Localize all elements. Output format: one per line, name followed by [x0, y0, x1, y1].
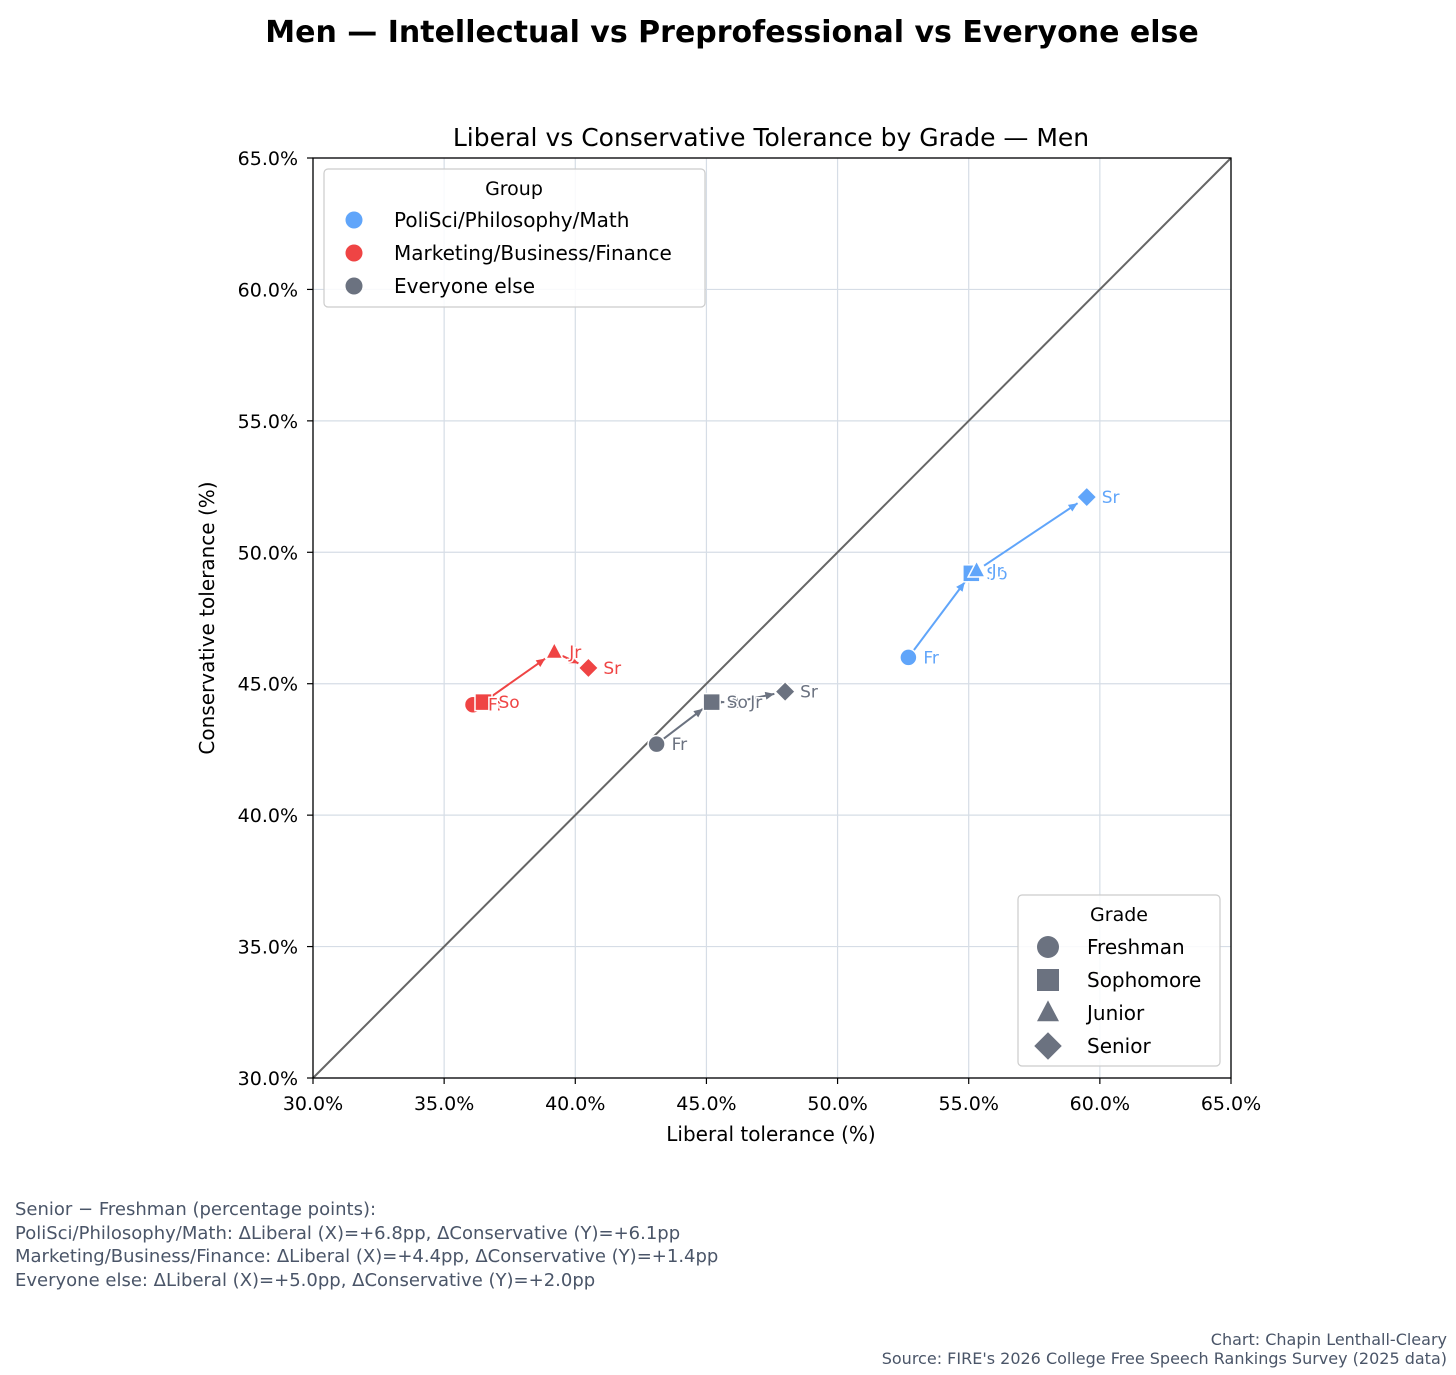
footnote-line-preprofessional: Marketing/Business/Finance: ΔLiberal (X)…: [15, 1246, 719, 1268]
legend-group-swatch-everyone_else: [345, 277, 363, 295]
point-label-intellectual-jr: Jr: [991, 562, 1004, 582]
y-tick-label: 30.0%: [238, 1068, 298, 1090]
x-tick-label: 50.0%: [807, 1093, 867, 1115]
point-label-intellectual-sr: Sr: [1102, 488, 1120, 508]
legend-grade-swatch-circle: [1037, 936, 1059, 958]
point-intellectual-sr: [1075, 486, 1098, 509]
x-tick-label: 65.0%: [1201, 1093, 1261, 1115]
legend-group-title: Group: [485, 178, 543, 200]
point-label-preprofessional-so: So: [498, 693, 519, 713]
point-label-preprofessional-fr: Fr: [488, 696, 504, 716]
y-tick-label: 60.0%: [238, 279, 298, 301]
credit-source: Source: FIRE's 2026 College Free Speech …: [881, 1348, 1447, 1368]
legend-group-label-intellectual: PoliSci/Philosophy/Math: [394, 208, 629, 232]
point-label-intellectual-fr: Fr: [923, 648, 939, 668]
chart-credits: Chart: Chapin Lenthall-Cleary Source: FI…: [881, 1330, 1447, 1368]
y-tick-label: 35.0%: [238, 937, 298, 959]
y-tick-label: 40.0%: [238, 805, 298, 827]
point-everyone_else-fr: [647, 734, 666, 754]
y-tick-label: 50.0%: [238, 542, 298, 564]
y-tick-label: 45.0%: [238, 674, 298, 696]
footnote-line-intellectual: PoliSci/Philosophy/Math: ΔLiberal (X)=+6…: [15, 1222, 681, 1244]
trajectory-arrow-shaft: [490, 657, 546, 698]
chart-title: Liberal vs Conservative Tolerance by Gra…: [453, 123, 1089, 152]
legend-group-label-everyone_else: Everyone else: [394, 274, 535, 298]
axis-ticks: 30.0% 35.0% 40.0% 45.0% 50.0% 55.0% 60.0% 65.0%…: [238, 148, 1262, 1115]
legend-grade-label-sophomore: Sophomore: [1087, 968, 1201, 992]
legend-grade: Grade Freshman Sophomore Junior Senior: [1017, 894, 1221, 1067]
chart-suptitle: Men — Intellectual vs Preprofessional vs…: [265, 15, 1198, 50]
trajectory-arrow-head: [1067, 503, 1078, 512]
legend-grade-label-freshman: Freshman: [1087, 935, 1185, 959]
data-points: [463, 486, 1098, 754]
point-label-intellectual-so: So: [986, 564, 1007, 584]
axes-frame: [312, 157, 1232, 1079]
legend-grade-frame: [1017, 894, 1221, 1067]
credit-author: Chart: Chapin Lenthall-Cleary: [1210, 1330, 1447, 1349]
x-tick-label: 35.0%: [414, 1093, 474, 1115]
legend-grade-swatch-diamond: [1034, 1032, 1062, 1060]
point-everyone_else-so: [702, 692, 721, 712]
legend-group: Group PoliSci/Philosophy/Math Marketing/Bu…: [323, 168, 706, 308]
y-axis-label: Conservative tolerance (%): [195, 481, 219, 754]
point-label-everyone_else-sr: Sr: [800, 683, 818, 703]
trajectory-arrow-shaft: [983, 502, 1079, 567]
x-tick-label: 60.0%: [1070, 1093, 1130, 1115]
point-everyone_else-sr: [774, 680, 797, 703]
trajectory-arrow-head: [568, 655, 579, 664]
x-tick-label: 30.0%: [283, 1093, 343, 1115]
point-label-preprofessional-jr: Jr: [568, 643, 581, 663]
trajectory-arrow-head: [535, 658, 546, 667]
x-tick-label: 45.0%: [676, 1093, 736, 1115]
legend-grade-swatch-triangle: [1037, 1000, 1059, 1022]
legend-group-swatch-preprofessional: [345, 244, 363, 262]
delta-footnote: Senior − Freshman (percentage points): P…: [15, 1198, 718, 1293]
reference-line-layer: [312, 157, 1232, 1079]
x-tick-label: 55.0%: [939, 1093, 999, 1115]
x-axis-label: Liberal tolerance (%): [666, 1122, 875, 1146]
legend-grade-title: Grade: [1090, 904, 1148, 926]
point-label-everyone_else-fr: Fr: [672, 735, 688, 755]
point-preprofessional-so: [474, 692, 493, 712]
y-tick-label: 55.0%: [238, 411, 298, 433]
legend-group-swatch-intellectual: [345, 211, 363, 229]
trajectory-arrow-head: [956, 582, 965, 592]
legend-grade-label-senior: Senior: [1087, 1034, 1151, 1058]
x-tick-label: 40.0%: [545, 1093, 605, 1115]
trajectory-arrow-head: [693, 708, 703, 718]
legend-group-frame: [323, 168, 706, 308]
point-label-everyone_else-so: So: [727, 693, 748, 713]
trajectory-arrow-shaft: [912, 581, 966, 651]
reference-line-y-equals-x: [312, 157, 1232, 1079]
trajectory-arrows: [490, 502, 1079, 740]
trajectory-arrow-head: [764, 691, 775, 700]
footnote-line-everyone-else: Everyone else: ΔLiberal (X)=+5.0pp, ΔCon…: [15, 1270, 596, 1292]
point-intellectual-jr: [966, 559, 987, 578]
point-intellectual-fr: [899, 648, 918, 667]
point-label-everyone_else-jr: Jr: [749, 693, 762, 713]
legend-grade-swatch-square: [1037, 969, 1059, 991]
point-preprofessional-jr: [544, 640, 565, 660]
point-everyone_else-jr: [725, 690, 746, 710]
point-label-preprofessional-sr: Sr: [603, 659, 621, 679]
point-preprofessional-sr: [577, 656, 600, 680]
y-tick-label: 65.0%: [238, 148, 298, 170]
legend-grade-label-junior: Junior: [1085, 1001, 1145, 1025]
grid: [312, 157, 1232, 1079]
legend-group-label-preprofessional: Marketing/Business/Finance: [394, 241, 672, 265]
footnote-heading: Senior − Freshman (percentage points):: [15, 1199, 377, 1220]
